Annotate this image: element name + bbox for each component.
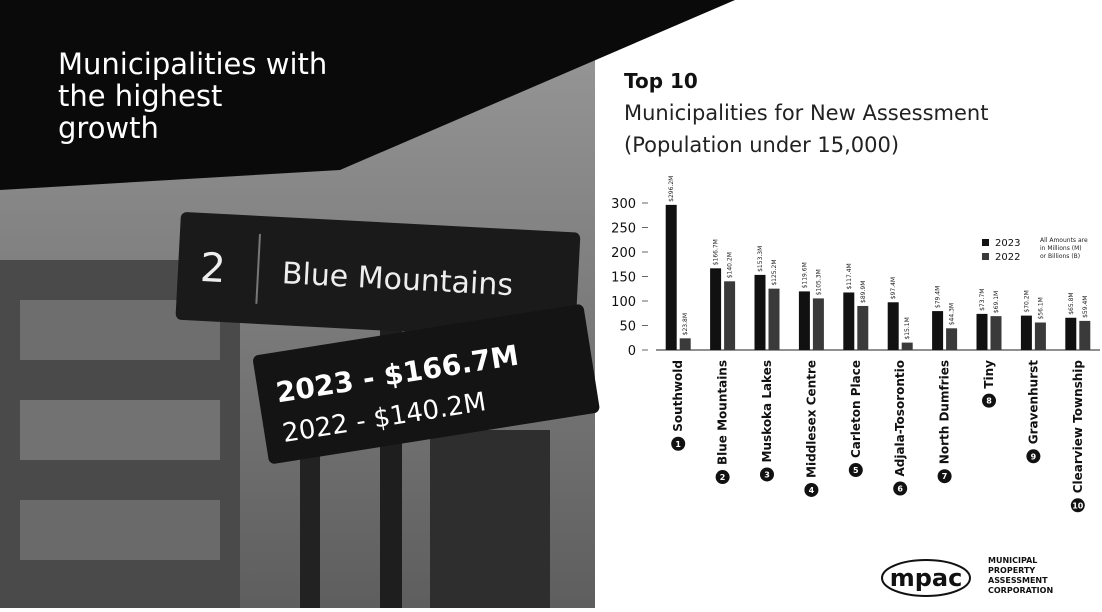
- x-tick-label: Southwold: [671, 360, 685, 432]
- x-tick-label: Adjala-Tosorontio: [893, 360, 907, 477]
- rank-label: 2: [720, 473, 726, 482]
- value-label: $70.2M: [1023, 290, 1030, 312]
- value-label: $97.4M: [890, 277, 897, 299]
- bar: [946, 328, 958, 350]
- rank-badge: [760, 467, 774, 482]
- rank-label: 3: [764, 470, 770, 479]
- rank-badge: [715, 470, 730, 485]
- logo-line: MUNICIPAL: [988, 556, 1037, 565]
- rank-label: 8: [986, 397, 992, 406]
- value-label: $15.1M: [904, 317, 911, 339]
- chart-title: Top 10: [624, 69, 698, 93]
- bar: [798, 291, 810, 350]
- logo: mpac MUNICIPAL PROPERTY ASSESSMENT CORPO…: [881, 556, 1053, 597]
- rank-label: 5: [853, 466, 859, 475]
- value-label: $69.1M: [993, 291, 1000, 313]
- legend-label: 2022: [995, 252, 1020, 263]
- bar: [887, 302, 899, 350]
- bar: [768, 288, 780, 350]
- logo-line: ASSESSMENT: [988, 576, 1048, 585]
- y-tick-label: 250: [611, 222, 636, 237]
- value-label: $79.4M: [935, 286, 942, 308]
- value-label: $166.7M: [713, 239, 720, 265]
- x-tick-label: Middlesex Centre: [804, 360, 818, 478]
- x-tick-label: Tiny: [982, 360, 996, 389]
- rank-badge: [1070, 498, 1085, 513]
- bar: [754, 274, 766, 350]
- bar: [990, 316, 1002, 350]
- rank-label: 1: [675, 440, 681, 449]
- chart: 0 50 100 150 200 250 300 $296.2M $23.8M Southwold…: [611, 176, 1100, 513]
- y-tick-label: 100: [611, 295, 636, 310]
- rank-label: 9: [1031, 452, 1037, 461]
- rank-badge: [982, 393, 996, 408]
- bar: [710, 268, 722, 350]
- value-label: $56.1M: [1037, 297, 1044, 319]
- bar: [976, 313, 988, 350]
- logo-mark: mpac: [890, 564, 963, 592]
- rank-badge: [671, 436, 686, 451]
- x-tick-label: Blue Mountains: [716, 360, 730, 465]
- value-label: $119.6M: [801, 262, 808, 288]
- bar: [1020, 315, 1032, 350]
- rank-label: 4: [809, 486, 815, 495]
- rank-badge: [937, 469, 952, 484]
- value-sign: 2023 - $166.7M 2022 - $140.2M: [253, 304, 600, 464]
- rank-label: 6: [897, 485, 903, 494]
- value-label: $117.4M: [846, 263, 853, 289]
- bar: [1034, 322, 1046, 350]
- rank-label: 7: [942, 472, 948, 481]
- rank-badge: [1026, 449, 1041, 464]
- y-tick-label: 150: [611, 271, 636, 286]
- sign-rank: 2: [199, 245, 227, 292]
- legend-note: All Amounts are in Millions (M) or Billion…: [1040, 237, 1088, 260]
- logo-line: CORPORATION: [988, 586, 1053, 595]
- legend-label: 2023: [995, 238, 1020, 249]
- title-wedge: [0, 0, 735, 190]
- value-label: $153.3M: [757, 246, 764, 272]
- value-label: $23.8M: [682, 313, 689, 335]
- value-label: $59.4M: [1082, 296, 1089, 318]
- value-label: $296.2M: [668, 176, 675, 202]
- bar: [812, 298, 824, 350]
- chart-subtitle: Municipalities for New Assessment (Popula…: [624, 101, 988, 157]
- value-label: $65.8M: [1068, 292, 1075, 314]
- bar: [724, 281, 736, 350]
- x-tick-label: Gravenhurst: [1026, 360, 1040, 445]
- x-tick-label: Clearview Township: [1071, 360, 1085, 494]
- headline: Municipalities with the highest growth: [58, 47, 327, 145]
- y-tick-label: 300: [611, 197, 636, 212]
- bar: [1079, 320, 1091, 350]
- value-label: $89.9M: [860, 281, 867, 303]
- rank-label: 10: [1072, 501, 1084, 510]
- value-label: $105.3M: [815, 269, 822, 295]
- y-tick-label: 200: [611, 246, 636, 261]
- bar: [843, 292, 855, 350]
- legend-swatch: [982, 239, 989, 246]
- value-label: $125.2M: [771, 259, 778, 285]
- value-label: $73.7M: [979, 289, 986, 311]
- y-tick-label: 0: [628, 344, 636, 359]
- bar: [932, 311, 944, 350]
- logo-line: PROPERTY: [988, 566, 1035, 575]
- value-label: $44.3M: [949, 303, 956, 325]
- legend-swatch: [982, 253, 989, 260]
- rank-badge: [893, 481, 908, 496]
- rank-badge: [804, 482, 819, 497]
- bar: [901, 342, 913, 350]
- y-tick-label: 50: [619, 320, 636, 335]
- rank-badge: [848, 463, 863, 478]
- x-tick-label: Carleton Place: [849, 360, 863, 458]
- street-sign: 2 Blue Mountains: [175, 212, 581, 341]
- x-tick-label: North Dumfries: [938, 360, 952, 464]
- bar: [679, 338, 691, 350]
- bar: [1065, 317, 1077, 350]
- bar: [665, 204, 677, 350]
- bar: [857, 305, 869, 350]
- x-tick-label: Muskoka Lakes: [760, 360, 774, 462]
- value-label: $140.2M: [727, 252, 734, 278]
